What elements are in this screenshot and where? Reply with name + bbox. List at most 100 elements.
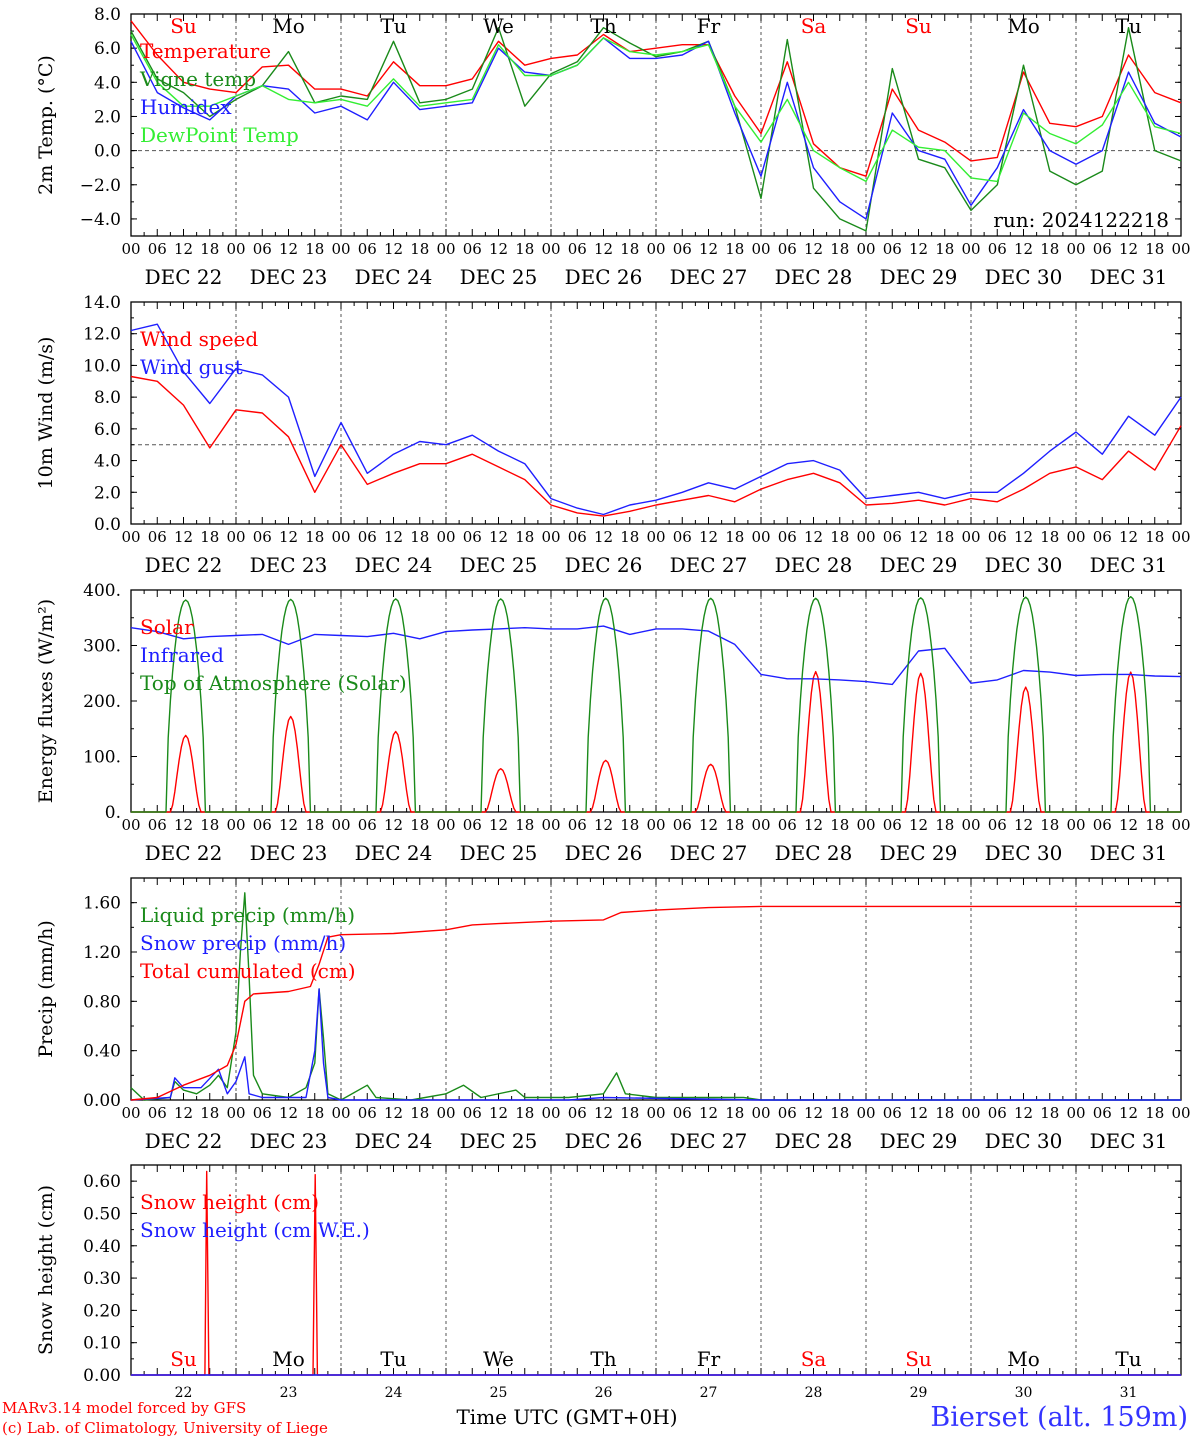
y-tick-label: 0.10 bbox=[83, 1334, 121, 1354]
y-tick-label: 0.20 bbox=[83, 1301, 121, 1321]
hour-tick-label: 18 bbox=[410, 816, 429, 834]
weekday-label: Th bbox=[590, 1347, 616, 1371]
weekday-label: Su bbox=[905, 14, 932, 38]
day-number-label: 26 bbox=[595, 1385, 613, 1401]
day-label: DEC 25 bbox=[460, 841, 538, 865]
hour-tick-label: 12 bbox=[384, 240, 403, 258]
hour-tick-label: 18 bbox=[200, 528, 219, 546]
hour-tick-label: 12 bbox=[804, 816, 823, 834]
y-tick-label: 1.20 bbox=[83, 943, 121, 963]
hour-tick-label: 06 bbox=[778, 528, 797, 546]
hour-tick-label: 18 bbox=[725, 1104, 744, 1122]
series-line-wind-speed bbox=[130, 375, 1182, 517]
series-line-wind-gust bbox=[130, 323, 1182, 516]
y-axis-label: 10m Wind (m/s) bbox=[35, 337, 57, 490]
hour-tick-label: 12 bbox=[489, 240, 508, 258]
y-axis-label: 2m Temp. (°C) bbox=[35, 55, 57, 195]
hour-tick-label: 18 bbox=[410, 528, 429, 546]
hour-tick-label: 06 bbox=[883, 816, 902, 834]
hour-tick-label: 12 bbox=[699, 240, 718, 258]
hour-tick-label: 06 bbox=[253, 528, 272, 546]
hour-tick-label: 00 bbox=[121, 528, 140, 546]
hour-tick-label: 00 bbox=[961, 240, 980, 258]
y-tick-label: 0.00 bbox=[83, 1366, 121, 1386]
panel-5: 0.60 0.50 0.40 0.30 0.20 0.10 0.00 Snow height … bbox=[35, 1164, 1182, 1401]
hour-tick-label: 18 bbox=[515, 240, 534, 258]
hour-tick-label: 06 bbox=[463, 528, 482, 546]
hour-tick-label: 06 bbox=[883, 528, 902, 546]
hour-tick-label: 12 bbox=[594, 240, 613, 258]
hour-tick-label: 18 bbox=[725, 240, 744, 258]
hour-tick-label: 00 bbox=[121, 1104, 140, 1122]
legend-entry: Snow precip (mm/h) bbox=[140, 931, 346, 955]
hour-tick-label: 12 bbox=[279, 1104, 298, 1122]
day-label: DEC 30 bbox=[985, 553, 1063, 577]
hour-tick-label: 18 bbox=[830, 816, 849, 834]
hour-tick-label: 06 bbox=[673, 528, 692, 546]
hour-tick-label: 06 bbox=[463, 816, 482, 834]
y-tick-label: 0.80 bbox=[83, 992, 121, 1012]
hour-tick-label: 12 bbox=[909, 1104, 928, 1122]
hour-tick-label: 00 bbox=[331, 1104, 350, 1122]
day-number-label: 23 bbox=[280, 1385, 298, 1401]
legend-entry: Humidex bbox=[140, 95, 232, 119]
hour-tick-label: 12 bbox=[384, 528, 403, 546]
day-label: DEC 25 bbox=[460, 265, 538, 289]
hour-tick-label: 00 bbox=[856, 240, 875, 258]
hour-tick-label: 00 bbox=[541, 240, 560, 258]
hour-tick-label: 00 bbox=[331, 240, 350, 258]
hour-tick-label: 00 bbox=[1171, 240, 1190, 258]
y-tick-label: −2.0 bbox=[80, 176, 121, 196]
hour-tick-label: 00 bbox=[226, 816, 245, 834]
weekday-label: Su bbox=[170, 14, 197, 38]
hour-tick-label: 18 bbox=[1145, 240, 1164, 258]
hour-tick-label: 12 bbox=[1014, 240, 1033, 258]
day-label: DEC 31 bbox=[1090, 841, 1168, 865]
weekday-label: Mo bbox=[272, 1347, 305, 1371]
y-tick-label: 0.40 bbox=[83, 1237, 121, 1257]
hour-tick-label: 12 bbox=[174, 1104, 193, 1122]
hour-tick-label: 06 bbox=[988, 528, 1007, 546]
hour-tick-label: 12 bbox=[699, 1104, 718, 1122]
hour-tick-label: 00 bbox=[961, 1104, 980, 1122]
hour-tick-label: 18 bbox=[620, 1104, 639, 1122]
hour-tick-label: 18 bbox=[200, 240, 219, 258]
day-label: DEC 26 bbox=[565, 265, 643, 289]
hour-tick-label: 12 bbox=[174, 816, 193, 834]
hour-tick-label: 00 bbox=[961, 816, 980, 834]
y-tick-label: 10.0 bbox=[83, 356, 121, 376]
hour-tick-label: 06 bbox=[988, 1104, 1007, 1122]
hour-tick-label: 06 bbox=[778, 1104, 797, 1122]
hour-tick-label: 06 bbox=[148, 528, 167, 546]
hour-tick-label: 00 bbox=[1066, 1104, 1085, 1122]
panel-1: 8.0 6.0 4.0 2.0 0.0 −2.0 −4.0 2m Temp. (°C) 00 06… bbox=[35, 5, 1191, 289]
legend-entry: Infrared bbox=[140, 643, 224, 667]
day-label: DEC 30 bbox=[985, 265, 1063, 289]
panel-2: 14.0 12.0 10.0 8.0 6.0 4.0 2.0 0.0 10m Wind (m/s… bbox=[35, 293, 1191, 577]
hour-tick-label: 12 bbox=[489, 528, 508, 546]
hour-tick-label: 18 bbox=[830, 528, 849, 546]
hour-tick-label: 12 bbox=[909, 816, 928, 834]
hour-tick-label: 18 bbox=[515, 816, 534, 834]
hour-tick-label: 18 bbox=[515, 1104, 534, 1122]
hour-tick-label: 00 bbox=[226, 1104, 245, 1122]
y-tick-label: 8.0 bbox=[94, 388, 121, 408]
hour-tick-label: 18 bbox=[935, 528, 954, 546]
y-tick-label: 0.60 bbox=[83, 1172, 121, 1192]
hour-tick-label: 18 bbox=[1145, 816, 1164, 834]
y-tick-label: 100. bbox=[83, 748, 121, 768]
series-line-snow-precip-mm-h- bbox=[130, 988, 1181, 1101]
day-label: DEC 26 bbox=[565, 553, 643, 577]
day-label: DEC 24 bbox=[355, 265, 433, 289]
y-axis-label: Snow height (cm) bbox=[35, 1185, 57, 1355]
x-axis-title: Time UTC (GMT+0H) bbox=[456, 1405, 677, 1429]
hour-tick-label: 18 bbox=[830, 240, 849, 258]
hour-tick-label: 18 bbox=[410, 240, 429, 258]
hour-tick-label: 18 bbox=[1145, 1104, 1164, 1122]
hour-tick-label: 00 bbox=[541, 1104, 560, 1122]
hour-tick-label: 06 bbox=[673, 1104, 692, 1122]
hour-tick-label: 06 bbox=[1093, 816, 1112, 834]
day-number-label: 22 bbox=[175, 1385, 193, 1401]
y-tick-label: 200. bbox=[83, 692, 121, 712]
hour-tick-label: 00 bbox=[331, 528, 350, 546]
